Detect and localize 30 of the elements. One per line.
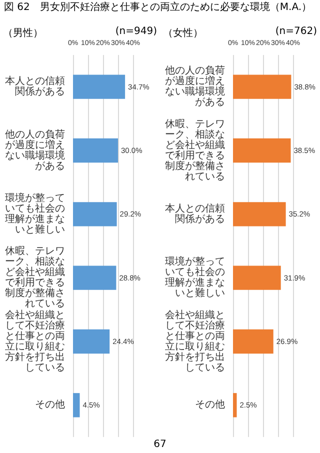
text: (n=762) <box>275 26 317 39</box>
bar <box>73 266 116 290</box>
bar <box>233 393 237 418</box>
bar <box>233 266 281 290</box>
y-tick-label: 会社や組織として不妊治療と仕事との両立に取り組む方針を打ち出している <box>165 308 225 374</box>
bar <box>73 393 80 418</box>
text: 図 62 男女別不妊治療と仕事との両立のために必要な環境（M.A.） <box>3 0 313 15</box>
bar <box>233 74 292 99</box>
y-tick-label: 他の人の負荷が過度に増えない職場環境がある <box>5 128 65 172</box>
y-tick-label: 本人との信頼関係がある <box>5 75 65 98</box>
y-tick-label: 環境が整っていても社会の理解が進まないと難しい <box>5 192 65 236</box>
y-tick-label: 他の人の負荷が過度に増えない職場環境がある <box>165 64 225 108</box>
bar <box>73 329 110 354</box>
text: 67 <box>152 439 168 451</box>
bar <box>73 74 126 99</box>
chart-subtitle: （男性） <box>3 26 43 39</box>
y-tick-label: その他 <box>195 398 225 411</box>
text: (n=949) <box>115 26 157 39</box>
chart-subtitle: （女性） <box>163 26 203 39</box>
y-tick-label: 環境が整っていても社会の理解が進まないと難しい <box>165 256 225 300</box>
bar <box>73 202 117 226</box>
bar <box>233 202 286 226</box>
y-tick-label: 会社や組織として不妊治療と仕事との両立に取り組む方針を打ち出している <box>5 308 65 374</box>
bar <box>73 138 118 163</box>
y-tick-label: 休暇、テレワーク、相談など会社や組織で利用できる制度が整備されている <box>165 118 225 182</box>
bar <box>233 138 291 163</box>
y-tick-label: その他 <box>35 398 65 411</box>
bar <box>233 329 274 354</box>
y-tick-label: 本人との信頼関係がある <box>165 202 225 225</box>
y-tick-label: 休暇、テレワーク、相談など会社や組織で利用できる制度が整備されている <box>5 246 65 310</box>
